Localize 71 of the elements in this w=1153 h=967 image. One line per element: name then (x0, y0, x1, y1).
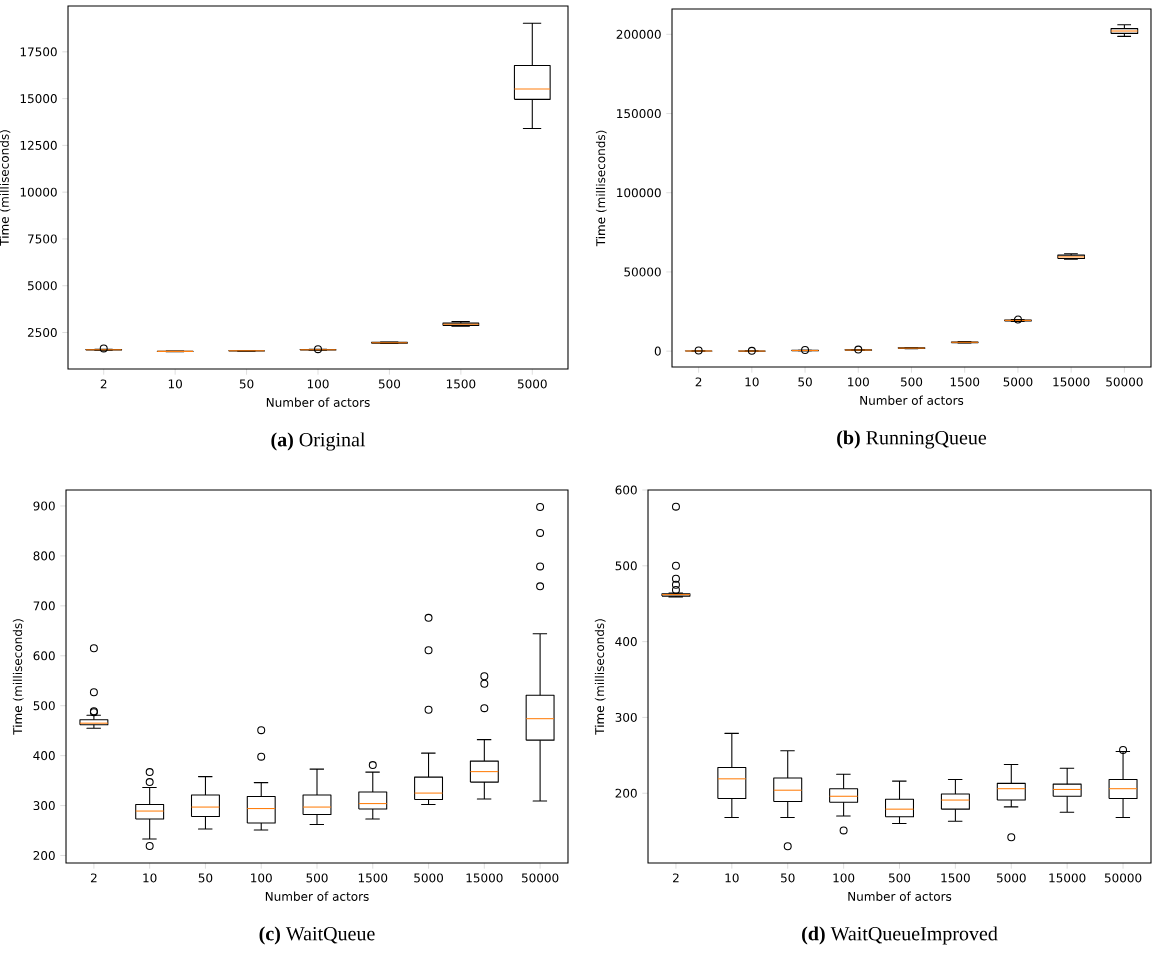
y-tick-label: 0 (654, 346, 661, 356)
x-tick-label: 100 (848, 377, 869, 387)
y-tick-label: 15000 (20, 94, 57, 104)
x-tick-label: 10 (168, 379, 182, 389)
y-tick-label: 5000 (27, 281, 57, 291)
x-tick-label: 10 (143, 873, 157, 883)
y-axis-title: Time (milliseconds) (0, 130, 11, 246)
x-tick-label: 15000 (1053, 377, 1090, 387)
x-tick-label: 5000 (414, 873, 444, 883)
y-tick-label: 900 (33, 501, 55, 511)
text: (d) WaitQueueImproved (802, 926, 998, 945)
y-tick-label: 400 (615, 637, 637, 647)
x-tick-label: 1500 (358, 873, 388, 883)
x-tick-label: 100 (307, 379, 329, 389)
x-tick-label: 2 (90, 873, 97, 883)
x-tick-label: 2 (673, 873, 679, 883)
x-tick-label: 50000 (521, 873, 559, 883)
x-tick-label: 500 (900, 377, 923, 387)
text: (c) WaitQueue (259, 926, 375, 945)
x-tick-label: 50 (798, 377, 812, 387)
y-tick-label: 200 (615, 788, 637, 798)
y-tick-label: 700 (33, 601, 55, 611)
y-tick-label: 10000 (20, 187, 57, 197)
x-tick-label: 500 (378, 379, 401, 389)
x-tick-label: 1500 (950, 377, 980, 387)
y-tick-label: 12500 (20, 140, 57, 150)
y-tick-label: 150000 (617, 109, 661, 119)
x-axis-title: Number of actors (848, 891, 952, 901)
y-tick-label: 500 (615, 561, 637, 571)
y-tick-label: 600 (33, 651, 55, 661)
text: (a) Original (271, 432, 366, 451)
x-tick-label: 1500 (446, 379, 476, 389)
text: (b) RunningQueue (837, 430, 987, 449)
y-tick-label: 400 (33, 751, 55, 761)
y-tick-label: 300 (615, 712, 637, 722)
x-tick-label: 5000 (1003, 377, 1033, 387)
y-tick-label: 50000 (624, 267, 661, 277)
x-tick-label: 5000 (996, 873, 1026, 883)
y-tick-label: 17500 (20, 47, 57, 57)
y-axis-title: Time (milliseconds) (595, 130, 607, 247)
x-tick-label: 50 (198, 873, 213, 883)
x-tick-label: 5000 (517, 379, 547, 389)
y-tick-label: 800 (33, 551, 55, 561)
x-tick-label: 100 (833, 873, 855, 883)
x-tick-label: 10 (745, 377, 759, 387)
y-tick-label: 500 (33, 701, 55, 711)
y-tick-label: 200 (33, 850, 55, 861)
x-tick-label: 2 (100, 379, 107, 389)
y-tick-label: 100000 (617, 188, 661, 198)
x-tick-label: 15000 (466, 873, 503, 883)
x-tick-label: 50000 (1106, 377, 1143, 387)
y-axis-title: Time (milliseconds) (12, 619, 24, 735)
x-tick-label: 500 (306, 873, 328, 883)
x-tick-label: 10 (725, 873, 739, 883)
x-tick-label: 50 (239, 379, 254, 389)
x-axis-title: Number of actors (266, 397, 370, 407)
x-tick-label: 50000 (1104, 873, 1142, 883)
x-tick-label: 15000 (1049, 873, 1086, 883)
y-axis-title: Time (milliseconds) (594, 619, 606, 735)
x-tick-label: 2 (695, 377, 702, 387)
x-tick-label: 100 (251, 873, 272, 883)
y-tick-label: 7500 (28, 234, 57, 244)
y-tick-label: 2500 (27, 327, 57, 338)
x-axis-title: Number of actors (860, 395, 964, 405)
y-tick-label: 300 (33, 801, 55, 811)
x-axis-title: Number of actors (265, 891, 369, 901)
y-tick-label: 200000 (616, 29, 661, 39)
y-tick-label: 600 (615, 485, 637, 495)
x-tick-label: 500 (888, 873, 911, 883)
x-tick-label: 1500 (941, 873, 970, 883)
x-tick-label: 50 (781, 873, 795, 883)
